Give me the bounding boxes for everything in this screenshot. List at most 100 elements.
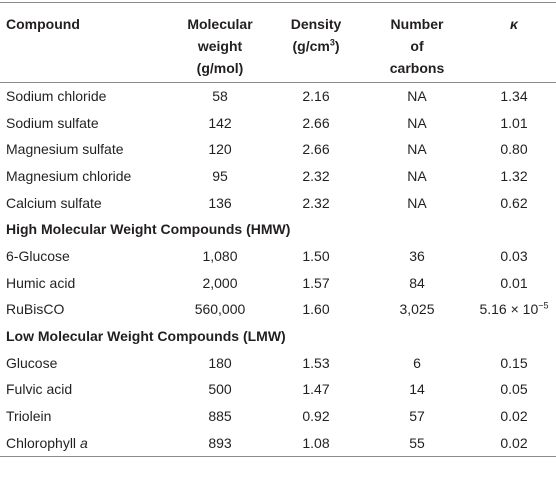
cell-text: 36: [409, 247, 425, 264]
cell-text: 14: [409, 381, 425, 398]
cell: 0.01: [472, 269, 556, 296]
cell-text: 3,025: [399, 301, 435, 318]
cell: 136: [170, 189, 270, 216]
cell-text: 142: [208, 114, 232, 131]
cell: Chlorophyll a: [0, 429, 170, 456]
data-row: Calcium sulfate 136 2.32 NA 0.62: [0, 189, 556, 216]
cell-text: 2.16: [302, 88, 330, 105]
cell-text: 0.62: [500, 194, 528, 211]
cell: 893: [170, 429, 270, 456]
header-text: Number: [390, 16, 444, 32]
section-title: Low Molecular Weight Compounds (LMW): [6, 328, 286, 345]
cell: NA: [362, 189, 472, 216]
cell-text: Chlorophyll: [6, 434, 77, 451]
cell-text: 1.60: [302, 301, 330, 318]
cell-text: 5.16 × 10: [479, 301, 539, 318]
cell: Magnesium chloride: [0, 163, 170, 190]
cell: 0.62: [472, 189, 556, 216]
cell: 1,080: [170, 243, 270, 270]
cell: 2,000: [170, 269, 270, 296]
cell: 1.34: [472, 83, 556, 110]
cell: NA: [362, 109, 472, 136]
cell-text: Calcium sulfate: [6, 194, 102, 211]
cell: 6-Glucose: [0, 243, 170, 270]
cell-text: Sodium chloride: [6, 88, 107, 105]
cell-text: 95: [212, 167, 228, 184]
cell-text: 885: [208, 408, 232, 425]
cell: 1.32: [472, 163, 556, 190]
cell-text: 0.03: [500, 247, 528, 264]
data-row: Triolein 885 0.92 57 0.02: [0, 403, 556, 430]
cell-text: 1.47: [302, 381, 330, 398]
cell: NA: [362, 136, 472, 163]
cell: Humic acid: [0, 269, 170, 296]
cell: 6: [362, 349, 472, 376]
section-row: High Molecular Weight Compounds (HMW): [0, 216, 556, 243]
header-text: weight: [197, 38, 243, 54]
cell-text: 84: [409, 274, 425, 291]
data-row: 6-Glucose 1,080 1.50 36 0.03: [0, 243, 556, 270]
cell: 1.53: [270, 349, 362, 376]
header-text: carbons: [389, 60, 445, 76]
cell-text: 1,080: [202, 247, 238, 264]
cell: 120: [170, 136, 270, 163]
cell-text: 57: [409, 408, 425, 425]
header-cell: κ: [472, 3, 556, 83]
header-text: ): [334, 38, 340, 54]
cell-text: 0.15: [500, 354, 528, 371]
cell-text: NA: [407, 88, 427, 105]
data-row: Sodium chloride 58 2.16 NA 1.34: [0, 83, 556, 110]
data-row: Sodium sulfate 142 2.66 NA 1.01: [0, 109, 556, 136]
data-row: Magnesium sulfate 120 2.66 NA 0.80: [0, 136, 556, 163]
table-header: Compound Molecular weight (g/mol) Density (…: [0, 2, 556, 83]
cell: 36: [362, 243, 472, 270]
cell: RuBisCO: [0, 296, 170, 323]
cell-text: Fulvic acid: [6, 381, 73, 398]
cell-text: 1.57: [302, 274, 330, 291]
header-cell: Number of carbons: [362, 3, 472, 83]
cell: Triolein: [0, 403, 170, 430]
cell: 0.03: [472, 243, 556, 270]
cell: 2.66: [270, 109, 362, 136]
cell-text: 0.01: [500, 274, 528, 291]
cell: 2.66: [270, 136, 362, 163]
cell: Sodium chloride: [0, 83, 170, 110]
section-cell: Low Molecular Weight Compounds (LMW): [0, 323, 556, 350]
cell-text: NA: [407, 167, 427, 184]
cell-text: 1.32: [500, 167, 528, 184]
cell-text: 2,000: [202, 274, 238, 291]
cell: 2.32: [270, 189, 362, 216]
cell-text: Triolein: [6, 408, 52, 425]
data-row: Fulvic acid 500 1.47 14 0.05: [0, 376, 556, 403]
cell: 1.08: [270, 429, 362, 456]
cell-text: 2.32: [302, 194, 330, 211]
cell-text: 0.02: [500, 408, 528, 425]
cell: Fulvic acid: [0, 376, 170, 403]
table-body: Sodium chloride 58 2.16 NA 1.34 Sodium sulfat…: [0, 83, 556, 457]
cell: 1.01: [472, 109, 556, 136]
cell: 57: [362, 403, 472, 430]
cell: 14: [362, 376, 472, 403]
cell-text: 2.32: [302, 167, 330, 184]
cell-text: 58: [212, 88, 228, 105]
header-superscript: 3: [329, 37, 335, 48]
section-cell: High Molecular Weight Compounds (HMW): [0, 216, 556, 243]
cell-text: 55: [409, 434, 425, 451]
cell-text: Sodium sulfate: [6, 114, 99, 131]
cell-italic: a: [79, 434, 88, 451]
cell-text: 0.80: [500, 141, 528, 158]
cell-text: Glucose: [6, 354, 58, 371]
cell-text: 180: [208, 354, 232, 371]
cell-text: 1.34: [500, 88, 528, 105]
cell: 0.02: [472, 429, 556, 456]
header-text: Molecular: [187, 16, 253, 32]
cell: 0.80: [472, 136, 556, 163]
cell: 1.60: [270, 296, 362, 323]
header-text: (g/cm: [292, 38, 330, 54]
cell-text: 2.66: [302, 141, 330, 158]
cell-text: 560,000: [194, 301, 246, 318]
cell: Sodium sulfate: [0, 109, 170, 136]
cell-text: Magnesium chloride: [6, 167, 132, 184]
header-cell: Compound: [0, 3, 170, 83]
cell-text: 1.08: [302, 434, 330, 451]
